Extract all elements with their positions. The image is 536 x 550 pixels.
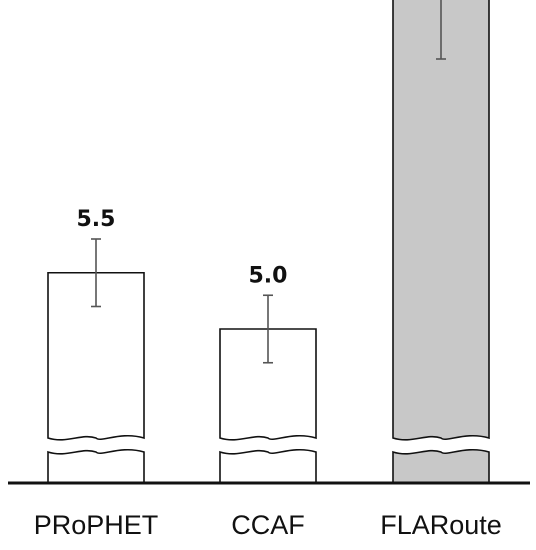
bar-prophet-upper (47, 271, 145, 441)
bar-prophet (47, 271, 145, 484)
error-bars-layer (91, 0, 446, 364)
category-label-ccaf: CCAF (231, 510, 305, 540)
error-bar-prophet (91, 238, 101, 308)
bar-ccaf-lower (219, 448, 317, 484)
value-label-prophet: 5.5 (77, 207, 116, 232)
bar-ccaf (219, 328, 317, 484)
category-label-prophet: PRoPHET (34, 510, 159, 540)
bar-flaroute-lower (392, 448, 490, 484)
category-label-flaroute: FLARoute (380, 510, 502, 540)
value-labels-layer: 5.55.08.2 (77, 207, 288, 288)
bars-layer (47, 0, 490, 484)
bar-flaroute-upper (392, 0, 490, 441)
error-bar-ccaf (263, 294, 273, 364)
bar-prophet-lower (47, 448, 145, 484)
category-labels-layer: PRoPHET CCAF FLARoute (34, 510, 502, 540)
error-bar-flaroute (436, 0, 446, 60)
value-label-ccaf: 5.0 (249, 263, 288, 288)
bar-flaroute (392, 0, 490, 484)
bar-ccaf-upper (219, 328, 317, 441)
